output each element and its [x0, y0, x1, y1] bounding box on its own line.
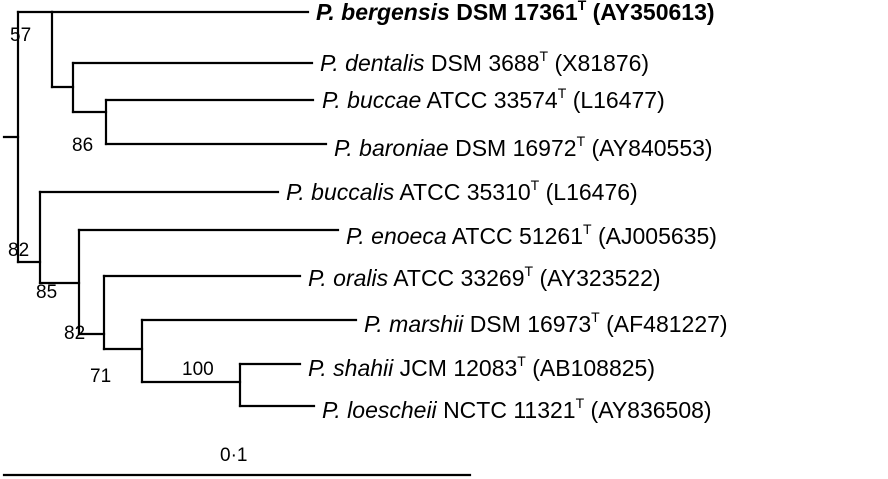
bootstrap-85: 85	[36, 282, 57, 303]
scale-bar-label: 0·1	[220, 445, 247, 466]
taxon-label-buccae: P. buccae ATCC 33574T (L16477)	[322, 85, 665, 113]
taxon-label-marshii: P. marshii DSM 16973T (AF481227)	[364, 309, 728, 337]
bootstrap-57: 57	[10, 25, 31, 46]
taxon-label-baroniae: P. baroniae DSM 16972T (AY840553)	[334, 133, 713, 161]
bootstrap-values: 57 86 82 85 82 71 100	[8, 25, 214, 387]
taxon-label-loescheii: P. loescheii NCTC 11321T (AY836508)	[322, 395, 712, 423]
taxon-label-oralis: P. oralis ATCC 33269T (AY323522)	[308, 263, 661, 291]
bootstrap-71: 71	[90, 366, 111, 387]
bootstrap-86: 86	[72, 135, 93, 156]
taxon-label-shahii: P. shahii JCM 12083T (AB108825)	[308, 353, 655, 381]
bootstrap-82-upper: 82	[8, 240, 29, 261]
taxon-label-bergensis: P. bergensis DSM 17361T (AY350613)	[316, 0, 715, 25]
taxon-labels: P. bergensis DSM 17361T (AY350613) P. de…	[286, 0, 728, 423]
bootstrap-100: 100	[182, 359, 214, 380]
bootstrap-82-lower: 82	[64, 323, 85, 344]
tree-branches	[2, 10, 358, 408]
scale-bar: 0·1	[2, 445, 472, 477]
taxon-label-enoeca: P. enoeca ATCC 51261T (AJ005635)	[346, 221, 717, 249]
taxon-label-buccalis: P. buccalis ATCC 35310T (L16476)	[286, 177, 638, 205]
taxon-label-dentalis: P. dentalis DSM 3688T (X81876)	[320, 48, 649, 76]
